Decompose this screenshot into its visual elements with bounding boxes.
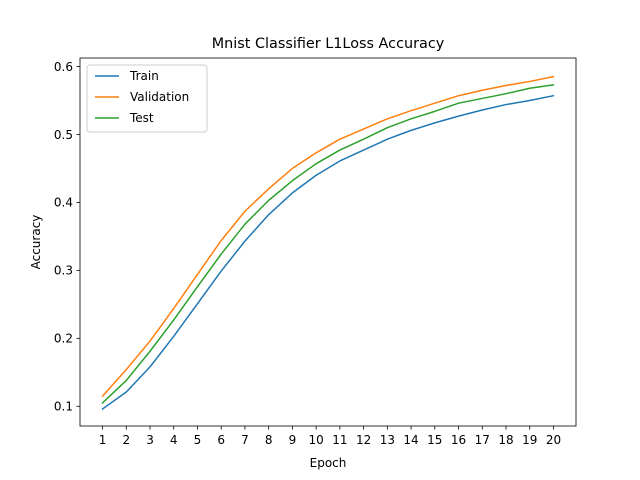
x-tick-label: 3 <box>146 433 154 447</box>
y-tick-label: 0.5 <box>54 128 73 142</box>
x-tick-label: 12 <box>356 433 371 447</box>
legend: Train Validation Test <box>86 64 208 133</box>
x-tick-label: 16 <box>451 433 466 447</box>
x-tick-label: 8 <box>265 433 273 447</box>
y-axis-label: Accuracy <box>29 215 43 270</box>
x-tick-label: 7 <box>241 433 249 447</box>
y-tick-label: 0.1 <box>54 400 73 414</box>
ticks-layer: 1 2 3 4 5 6 7 8 9 10 11 12 13 14 15 16 17 18 19 200.10.20.3… <box>54 60 561 447</box>
x-tick-label: 17 <box>475 433 490 447</box>
chart-title: Mnist Classifier L1Loss Accuracy <box>212 36 445 52</box>
x-tick-label: 6 <box>217 433 225 447</box>
x-tick-label: 2 <box>122 433 130 447</box>
y-tick-label: 0.6 <box>54 60 73 74</box>
legend-label-train: Train <box>129 69 159 83</box>
x-tick-label: 14 <box>403 433 418 447</box>
series-line-test <box>101 83 555 404</box>
x-tick-label: 18 <box>498 433 513 447</box>
x-tick-label: 15 <box>427 433 442 447</box>
x-tick-label: 20 <box>546 433 561 447</box>
series-layer <box>101 75 555 411</box>
x-tick-label: 5 <box>194 433 202 447</box>
y-tick-label: 0.3 <box>54 264 73 278</box>
legend-label-test: Test <box>129 111 154 125</box>
series-line-train <box>101 94 555 411</box>
x-tick-label: 4 <box>170 433 178 447</box>
legend-box <box>86 64 208 133</box>
x-tick-label: 11 <box>332 433 347 447</box>
x-axis-label: Epoch <box>310 456 347 470</box>
x-tick-label: 13 <box>380 433 395 447</box>
y-tick-label: 0.2 <box>54 332 73 346</box>
y-tick-label: 0.4 <box>54 196 73 210</box>
x-tick-label: 19 <box>522 433 537 447</box>
x-tick-label: 9 <box>289 433 297 447</box>
plot-frame <box>79 57 577 427</box>
legend-label-validation: Validation <box>130 90 189 104</box>
x-tick-label: 10 <box>308 433 323 447</box>
x-tick-label: 1 <box>99 433 107 447</box>
series-line-validation <box>101 75 555 398</box>
